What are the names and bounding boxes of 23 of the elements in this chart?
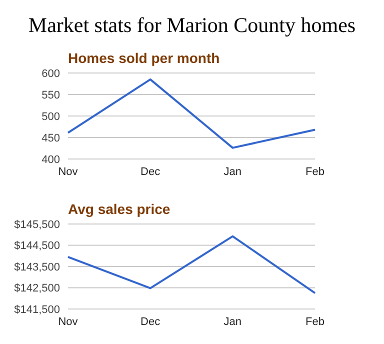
chart-title: Avg sales price bbox=[67, 200, 172, 219]
line-series bbox=[67, 78, 316, 149]
chart-title: Market stats for Marion County homes bbox=[27, 12, 357, 39]
x-tick-label: Jan bbox=[224, 316, 242, 328]
y-tick-label: 600 bbox=[42, 68, 60, 80]
y-tick-label: 500 bbox=[42, 110, 60, 123]
x-tick-label: Dec bbox=[140, 166, 161, 178]
y-tick-label: 400 bbox=[42, 154, 60, 166]
y-tick-label: $142,500 bbox=[14, 282, 60, 295]
y-tick-label: $143,500 bbox=[14, 261, 60, 274]
x-tick-label: Nov bbox=[58, 166, 78, 178]
x-tick-label: Nov bbox=[58, 316, 78, 328]
y-tick-label: 450 bbox=[42, 132, 60, 144]
x-tick-label: Feb bbox=[306, 166, 324, 178]
x-tick-label: Feb bbox=[306, 316, 324, 328]
line-series bbox=[67, 235, 316, 294]
y-tick-label: $141,500 bbox=[14, 304, 60, 316]
y-tick-label: $144,500 bbox=[14, 240, 60, 252]
x-tick-label: Dec bbox=[140, 316, 161, 328]
y-tick-label: $145,500 bbox=[14, 218, 60, 231]
x-tick-label: Jan bbox=[224, 166, 242, 178]
chart-subtitle: Homes sold per month bbox=[67, 49, 221, 68]
y-tick-label: 550 bbox=[42, 89, 60, 102]
